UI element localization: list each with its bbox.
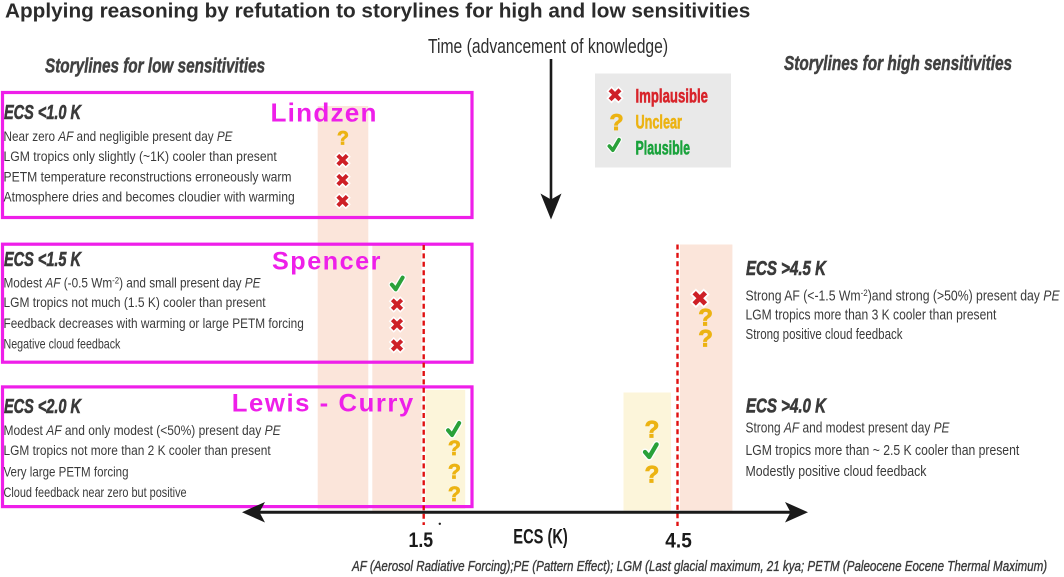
svg-text:Storylines for low sensitiviti: Storylines for low sensitivities <box>45 55 265 77</box>
svg-text:Plausible: Plausible <box>636 138 691 159</box>
svg-text:Lewis - Curry: Lewis - Curry <box>232 390 415 418</box>
svg-text:?: ? <box>448 437 461 460</box>
svg-text:Time (advancement of knowledge: Time (advancement of knowledge) <box>428 35 668 57</box>
svg-text:LGM tropics not more than 2 K: LGM tropics not more than 2 K cooler tha… <box>4 442 272 458</box>
svg-text:Unclear: Unclear <box>636 112 683 133</box>
svg-text:Implausible: Implausible <box>636 86 708 107</box>
svg-text:LGM tropics only slightly (~1K: LGM tropics only slightly (~1K) cooler t… <box>4 148 278 164</box>
svg-text:Applying reasoning by refutati: Applying reasoning by refutation to stor… <box>5 0 750 22</box>
svg-text:LGM tropics more than ~ 2.5 K: LGM tropics more than ~ 2.5 K cooler tha… <box>746 442 1020 458</box>
svg-text:ECS <1.0 K: ECS <1.0 K <box>4 101 82 124</box>
svg-text:Lindzen: Lindzen <box>271 100 378 128</box>
svg-text:Strong positive cloud feedback: Strong positive cloud feedback <box>746 326 903 343</box>
svg-text:Feedback decreases with warmin: Feedback decreases with warming or large… <box>4 316 304 331</box>
svg-text:ECS <1.5 K: ECS <1.5 K <box>4 248 82 271</box>
svg-text:?: ? <box>448 483 461 506</box>
svg-text:Spencer: Spencer <box>272 248 382 276</box>
svg-text:?: ? <box>698 305 713 332</box>
svg-text:Near zero AF and negligible p: Near zero AF and negligible present day … <box>4 129 234 144</box>
svg-text:ECS >4.5 K: ECS >4.5 K <box>746 257 828 280</box>
svg-text:?: ? <box>610 109 624 135</box>
svg-text:Modest AF (-0.5 Wm-2) and smal: Modest AF (-0.5 Wm-2) and small present … <box>4 275 262 291</box>
svg-text:ECS (K): ECS (K) <box>513 525 568 548</box>
svg-text:Atmosphere dries and becomes c: Atmosphere dries and becomes cloudier wi… <box>4 189 295 205</box>
svg-text:1.5: 1.5 <box>409 529 434 553</box>
svg-text:PETM temperature reconstructi: PETM temperature reconstructions erroneo… <box>4 169 292 185</box>
svg-text:ECS <2.0 K: ECS <2.0 K <box>4 395 82 418</box>
svg-text:Strong AF (<-1.5 Wm-2)and stro: Strong AF (<-1.5 Wm-2)and strong (>50%) … <box>746 287 1061 303</box>
svg-text:?: ? <box>698 326 713 353</box>
svg-text:ECS >4.0 K: ECS >4.0 K <box>746 394 828 417</box>
svg-text:Storylines for high sensitivit: Storylines for high sensitivities <box>784 52 1012 74</box>
svg-text:4.5: 4.5 <box>665 530 691 553</box>
svg-text:Negative cloud feedback: Negative cloud feedback <box>4 336 122 352</box>
svg-text:?: ? <box>448 460 461 483</box>
svg-text:Modestly positive cloud feedba: Modestly positive cloud feedback <box>746 463 927 479</box>
svg-text:Very large PETM forcing: Very large PETM forcing <box>4 465 129 480</box>
svg-text:LGM tropics more than 3 K cool: LGM tropics more than 3 K cooler than pr… <box>746 307 997 323</box>
svg-text:LGM tropics not much (1.5 K) c: LGM tropics not much (1.5 K) cooler than… <box>4 295 267 311</box>
svg-text:Cloud feedback near zero but p: Cloud feedback near zero but positive <box>4 485 187 500</box>
svg-text:Strong AF and modest present d: Strong AF and modest present day PE <box>746 419 950 435</box>
svg-text:?: ? <box>645 461 660 488</box>
svg-text:?: ? <box>645 416 660 443</box>
svg-text:AF (Aerosol Radiative Forcing): AF (Aerosol Radiative Forcing);PE (Patte… <box>351 558 1047 575</box>
svg-text:?: ? <box>337 128 349 150</box>
svg-text:Modest AF and only modest (<50: Modest AF and only modest (<50%) present… <box>4 422 282 438</box>
